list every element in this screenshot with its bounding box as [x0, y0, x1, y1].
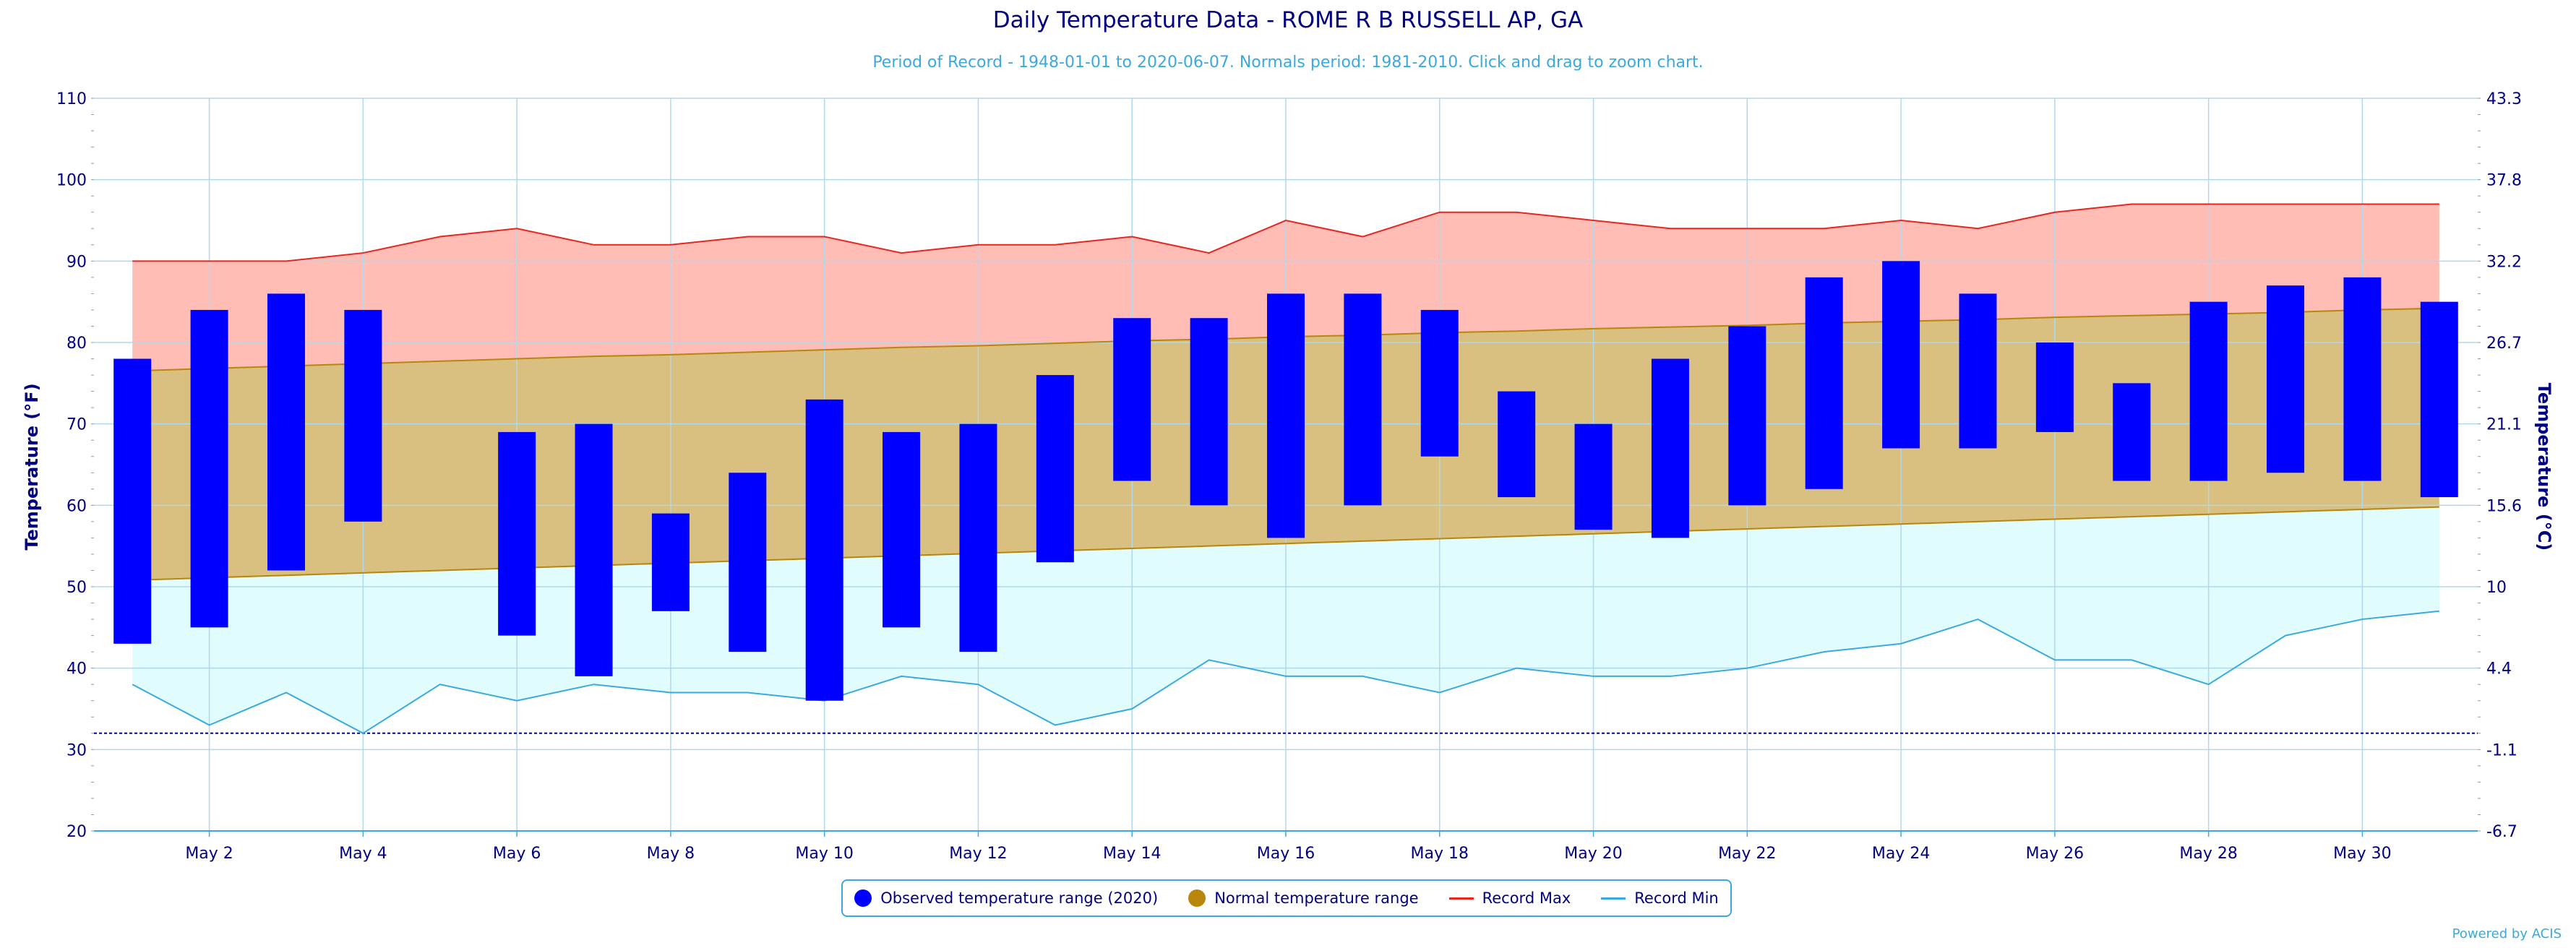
observed-bar-day-15[interactable]	[1190, 318, 1228, 506]
legend-item-observed[interactable]: Observed temperature range (2020)	[854, 889, 1158, 907]
y-tick-label-left: 50	[66, 579, 87, 597]
observed-bar-day-13[interactable]	[1036, 375, 1074, 563]
y-tick-label-right: 4.4	[2486, 660, 2512, 678]
acis-credit-link[interactable]: Powered by ACIS	[2452, 926, 2562, 941]
observed-bar-day-26[interactable]	[2035, 342, 2074, 432]
observed-bar-day-11[interactable]	[883, 431, 921, 628]
observed-bar-day-14[interactable]	[1113, 318, 1151, 481]
record-min-swatch-icon	[1601, 897, 1626, 900]
y-tick-label-left: 40	[66, 660, 87, 678]
y-tick-label-left: 30	[66, 741, 87, 759]
legend-item-record-max[interactable]: Record Max	[1448, 889, 1571, 907]
observed-bar-day-31[interactable]	[2420, 301, 2458, 498]
y-tick-label-left: 70	[66, 416, 87, 434]
legend-label-record-max: Record Max	[1482, 889, 1571, 907]
observed-bar-day-24[interactable]	[1882, 261, 1920, 449]
y-tick-label-right: 21.1	[2486, 416, 2522, 434]
observed-bar-day-25[interactable]	[1959, 293, 1997, 449]
observed-bar-day-17[interactable]	[1344, 293, 1382, 506]
axes-layer: 20 30 40 50 60 70 80 90 100 110 -6.7 -1.1 4.4 10 15.6 2…	[56, 90, 2522, 863]
x-tick-label: May 24	[1872, 845, 1930, 863]
y-tick-label-right: -1.1	[2486, 741, 2517, 759]
chart-legend: Observed temperature range (2020) Normal…	[841, 879, 1732, 917]
record-max-swatch-icon	[1448, 897, 1474, 900]
y-tick-label-right: 32.2	[2486, 253, 2522, 271]
y-axis-title-right: Temperature (°C)	[2534, 383, 2554, 551]
x-tick-label: May 6	[493, 845, 541, 863]
chart-title: Daily Temperature Data - ROME R B RUSSEL…	[992, 7, 1584, 33]
x-tick-label: May 2	[185, 845, 233, 863]
x-tick-label: May 20	[1564, 845, 1622, 863]
record-min-line[interactable]	[132, 610, 2439, 734]
observed-bar-day-22[interactable]	[1728, 326, 1766, 506]
observed-bar-day-16[interactable]	[1267, 293, 1305, 538]
observed-bar-day-30[interactable]	[2343, 277, 2382, 481]
observed-bar-day-8[interactable]	[651, 513, 690, 611]
x-tick-label: May 18	[1411, 845, 1469, 863]
y-tick-label-right: 37.8	[2486, 172, 2522, 190]
x-tick-label: May 12	[949, 845, 1007, 863]
observed-bar-day-18[interactable]	[1420, 309, 1459, 457]
y-tick-label-left: 100	[56, 172, 87, 190]
observed-bar-day-20[interactable]	[1574, 423, 1613, 530]
observed-bar-day-9[interactable]	[729, 473, 767, 652]
x-tick-label: May 28	[2179, 845, 2237, 863]
y-tick-label-right: 43.3	[2486, 90, 2522, 108]
legend-item-normal[interactable]: Normal temperature range	[1188, 889, 1419, 907]
observed-bar-day-29[interactable]	[2267, 285, 2305, 473]
observed-bar-day-19[interactable]	[1498, 391, 1536, 498]
observed-bar-day-12[interactable]	[959, 423, 997, 652]
x-tick-label: May 8	[647, 845, 695, 863]
x-tick-label: May 22	[1718, 845, 1776, 863]
observed-bar-day-28[interactable]	[2189, 301, 2228, 481]
y-tick-label-right: 15.6	[2486, 497, 2522, 515]
chart-subtitle: Period of Record - 1948-01-01 to 2020-06…	[872, 53, 1704, 72]
y-tick-label-left: 90	[66, 253, 87, 271]
observed-bar-day-21[interactable]	[1651, 358, 1689, 538]
record-max-line[interactable]	[132, 203, 2439, 262]
observed-bar-day-6[interactable]	[498, 431, 536, 636]
y-tick-label-left: 20	[66, 823, 87, 841]
normal-swatch-icon	[1188, 889, 1206, 907]
y-tick-label-left: 60	[66, 497, 87, 515]
legend-label-observed: Observed temperature range (2020)	[880, 889, 1159, 907]
observed-bar-day-4[interactable]	[344, 309, 382, 522]
y-tick-label-left: 110	[56, 90, 87, 108]
x-tick-label: May 16	[1257, 845, 1315, 863]
x-tick-label: May 10	[795, 845, 853, 863]
legend-label-record-min: Record Min	[1634, 889, 1719, 907]
x-tick-label: May 4	[339, 845, 387, 863]
observed-bar-day-23[interactable]	[1805, 277, 1843, 489]
legend-item-record-min[interactable]: Record Min	[1601, 889, 1719, 907]
observed-bar-day-7[interactable]	[575, 423, 613, 676]
y-tick-label-right: 10	[2486, 579, 2507, 597]
y-tick-label-left: 80	[66, 335, 87, 353]
y-tick-label-right: 26.7	[2486, 335, 2522, 353]
x-tick-label: May 14	[1103, 845, 1161, 863]
observed-bar-day-1[interactable]	[113, 358, 152, 644]
observed-bar-day-2[interactable]	[190, 309, 228, 628]
x-tick-label: May 26	[2026, 845, 2084, 863]
observed-swatch-icon	[854, 889, 872, 907]
x-tick-label: May 30	[2333, 845, 2391, 863]
legend-label-normal: Normal temperature range	[1214, 889, 1419, 907]
observed-bar-day-10[interactable]	[805, 399, 843, 701]
observed-bars-layer	[113, 261, 2458, 701]
observed-bar-day-27[interactable]	[2113, 383, 2151, 481]
y-tick-label-right: -6.7	[2486, 823, 2517, 841]
observed-bar-day-3[interactable]	[267, 293, 305, 571]
y-axis-title-left: Temperature (°F)	[22, 383, 42, 550]
